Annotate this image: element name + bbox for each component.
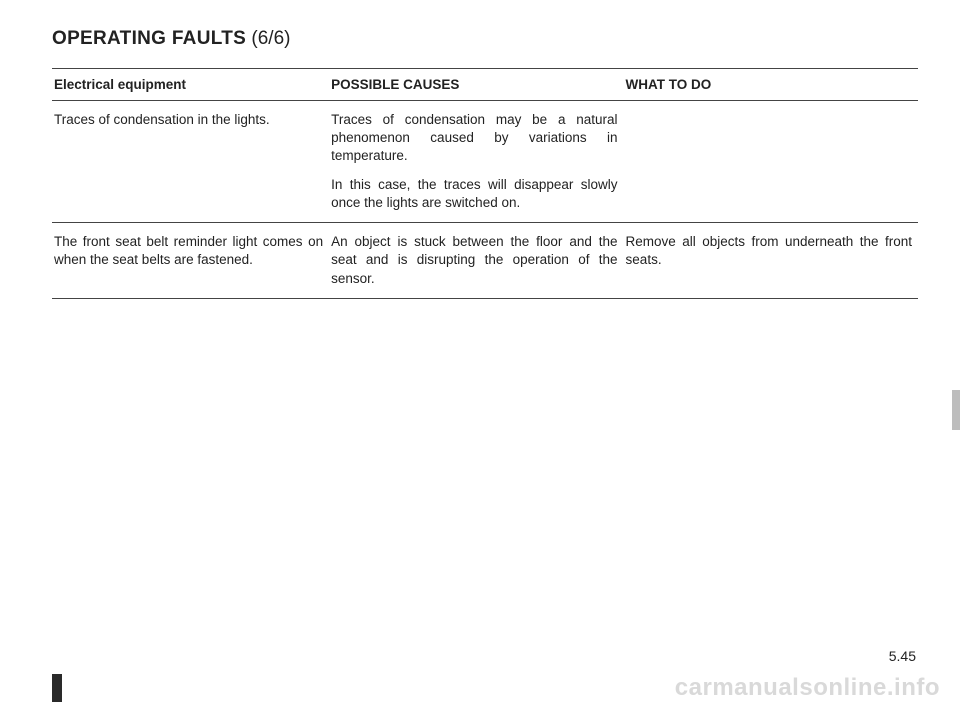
cell-fault: Traces of condensation in the lights. (52, 101, 329, 223)
table-row: The front seat belt reminder light comes… (52, 223, 918, 299)
manual-page: OPERATING FAULTS (6/6) Electrical equipm… (0, 0, 960, 299)
table-header-row: Electrical equipment POSSIBLE CAUSES WHA… (52, 69, 918, 101)
cell-action (624, 101, 918, 223)
cell-cause: Traces of condensation may be a natural … (329, 101, 623, 223)
page-title: OPERATING FAULTS (6/6) (52, 28, 918, 50)
section-tab (952, 390, 960, 430)
page-number: 5.45 (889, 648, 916, 664)
title-section: (6/6) (251, 28, 290, 49)
cause-text: In this case, the traces will disappear … (331, 176, 617, 212)
watermark: carmanualsonline.info (675, 674, 940, 702)
fault-text: Traces of condensation in the lights. (54, 111, 323, 129)
cell-fault: The front seat belt reminder light comes… (52, 223, 329, 299)
title-main: OPERATING FAULTS (52, 28, 246, 49)
cause-text: An object is stuck between the floor and… (331, 233, 617, 288)
action-text: Remove all objects from underneath the f… (626, 233, 912, 269)
table-row: Traces of condensation in the lights. Tr… (52, 101, 918, 223)
fault-text: The front seat belt reminder light comes… (54, 233, 323, 269)
faults-table: Electrical equipment POSSIBLE CAUSES WHA… (52, 68, 918, 299)
header-action: WHAT TO DO (624, 69, 918, 101)
crop-mark (52, 674, 62, 702)
header-causes: POSSIBLE CAUSES (329, 69, 623, 101)
header-equipment: Electrical equipment (52, 69, 329, 101)
cell-cause: An object is stuck between the floor and… (329, 223, 623, 299)
cell-action: Remove all objects from underneath the f… (624, 223, 918, 299)
cause-text: Traces of condensation may be a natural … (331, 111, 617, 166)
